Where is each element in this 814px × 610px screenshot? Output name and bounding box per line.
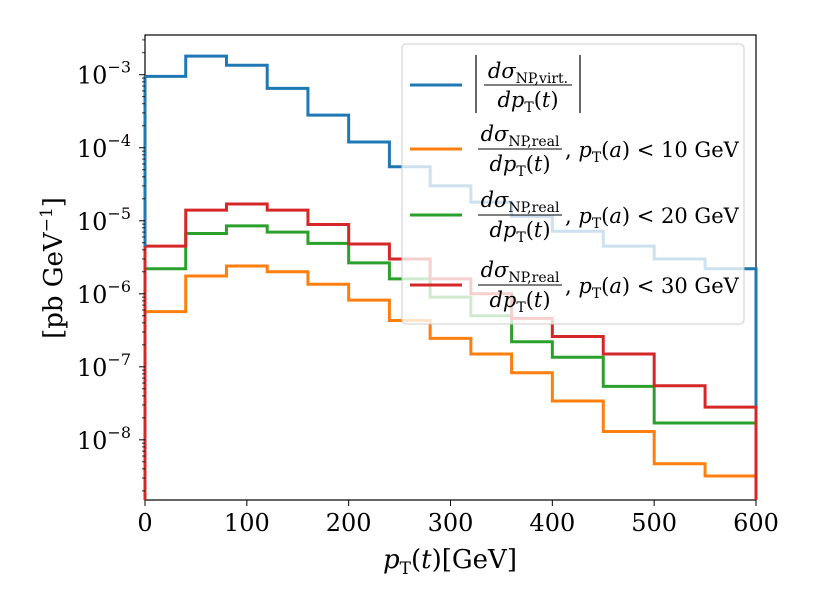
series-line-1 (145, 264, 758, 500)
svg-text:dσNP,real: dσNP,real (481, 258, 560, 286)
x-tick-label: 300 (428, 509, 474, 537)
svg-text:dσNP,real: dσNP,real (481, 188, 560, 216)
y-tick-label: 10−4 (77, 131, 131, 163)
y-tick-label: 10−3 (77, 58, 131, 90)
svg-text:dpT(t): dpT(t) (497, 88, 558, 116)
x-axis: 0 100 200 300 400 500 600 (137, 500, 779, 537)
y-axis-title: [pb GeV−1] (37, 197, 69, 339)
svg-text:dpT(t): dpT(t) (489, 152, 550, 180)
x-axis-title: pT(t)[GeV] (383, 545, 517, 579)
legend-label-virt: dσNP,virt. dpT(t) (475, 55, 581, 116)
legend-label-10gev: dσNP,real dpT(t) , pT(a) < 10 GeV (478, 122, 740, 180)
legend-label-30gev: dσNP,real dpT(t) , pT(a) < 30 GeV (478, 258, 740, 316)
svg-text:, pT(a) < 20 GeV: , pT(a) < 20 GeV (565, 204, 740, 232)
svg-text:dσNP,virt.: dσNP,virt. (488, 59, 568, 87)
svg-text:dσNP,real: dσNP,real (481, 122, 560, 150)
y-tick-label: 10−8 (77, 423, 131, 455)
y-axis: 10−3 10−4 10−5 10−6 10−7 10−8 (77, 39, 145, 492)
x-tick-label: 0 (137, 509, 152, 537)
x-tick-label: 200 (326, 509, 372, 537)
x-tick-label: 100 (224, 509, 270, 537)
svg-text:dpT(t): dpT(t) (489, 218, 550, 246)
y-tick-label: 10−6 (77, 277, 131, 309)
legend-label-20gev: dσNP,real dpT(t) , pT(a) < 20 GeV (478, 188, 740, 246)
svg-text:, pT(a) < 10 GeV: , pT(a) < 10 GeV (565, 138, 740, 166)
legend-box (401, 43, 745, 325)
x-tick-label: 400 (529, 509, 575, 537)
svg-text:dpT(t): dpT(t) (489, 288, 550, 316)
legend: dσNP,virt. dpT(t) dσNP,real dpT(t) , pT(… (401, 43, 745, 325)
x-tick-label: 500 (631, 509, 677, 537)
svg-text:, pT(a) < 30 GeV: , pT(a) < 30 GeV (565, 274, 740, 302)
y-tick-label: 10−7 (77, 350, 131, 382)
x-tick-label: 600 (733, 509, 779, 537)
y-tick-label: 10−5 (77, 204, 131, 236)
